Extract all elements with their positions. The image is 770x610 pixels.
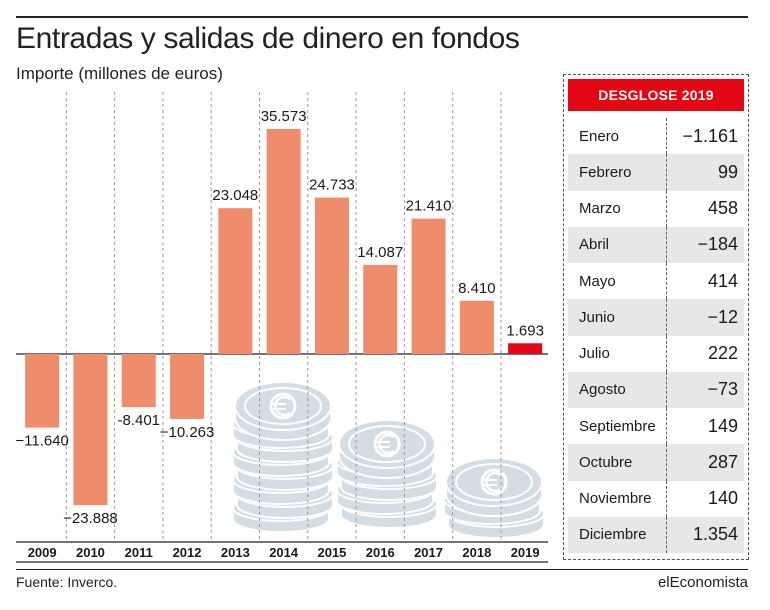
x-tick-label: 2016	[366, 545, 395, 560]
value-label: −23.888	[63, 510, 118, 527]
breakdown-value: 1.354	[666, 516, 744, 553]
x-tick-label: 2013	[221, 545, 250, 560]
x-tick-label: 2019	[511, 545, 540, 560]
breakdown-value: 414	[666, 263, 744, 300]
breakdown-month: Diciembre	[579, 526, 647, 544]
chart-subtitle: Importe (millones de euros)	[16, 64, 223, 83]
bar-2014	[266, 129, 301, 354]
value-label: 24.733	[309, 177, 355, 194]
value-label: 35.573	[261, 108, 307, 125]
value-label: 8.410	[458, 280, 496, 297]
value-label: 1.693	[506, 322, 544, 339]
breakdown-month: Abril	[579, 236, 610, 254]
breakdown-month: Agosto	[579, 381, 626, 399]
x-tick-label: 2010	[76, 545, 105, 560]
breakdown-value: 99	[666, 154, 744, 191]
breakdown-row: Febrero 99	[568, 154, 744, 191]
breakdown-value: 458	[666, 190, 744, 227]
bar-2017	[411, 218, 446, 354]
breakdown-row: Septiembre 149	[568, 408, 744, 445]
value-label: −11.640	[15, 433, 69, 450]
bar-2015	[314, 197, 349, 354]
breakdown-panel	[563, 74, 749, 560]
breakdown-value: 149	[666, 408, 744, 445]
x-tick-label: 2018	[462, 545, 491, 560]
breakdown-value: 140	[666, 480, 744, 517]
value-label: −10.263	[160, 424, 215, 441]
bar-2016	[363, 264, 398, 354]
x-tick-label: 2014	[269, 545, 299, 560]
breakdown-month: Noviembre	[579, 490, 652, 508]
value-label: 14.087	[357, 244, 403, 261]
breakdown-value: −73	[666, 371, 744, 408]
breakdown-value: 287	[666, 444, 744, 481]
breakdown-header: DESGLOSE 2019	[568, 79, 744, 111]
breakdown-row: Noviembre 140	[568, 480, 744, 517]
breakdown-month: Febrero	[579, 163, 632, 181]
bar-2018	[459, 300, 494, 354]
x-tick-label: 2009	[28, 545, 57, 560]
breakdown-row: Agosto −73	[568, 371, 744, 408]
breakdown-row: Mayo 414	[568, 263, 744, 300]
breakdown-row: Junio −12	[568, 299, 744, 336]
top-rule	[16, 16, 748, 18]
breakdown-month: Octubre	[579, 453, 633, 471]
breakdown-row: Enero −1.161	[568, 118, 744, 155]
breakdown-row: Diciembre 1.354	[568, 516, 744, 553]
value-label: -8.401	[117, 412, 160, 429]
x-tick-label: 2012	[173, 545, 202, 560]
bar-2013	[218, 208, 253, 354]
chart-title: Entradas y salidas de dinero en fondos	[16, 22, 520, 55]
breakdown-month: Enero	[579, 127, 620, 145]
breakdown-row: Julio 222	[568, 335, 744, 372]
breakdown-value: 222	[666, 335, 744, 372]
bar-2010	[73, 354, 108, 506]
brand-logo: elEconomista	[657, 574, 748, 591]
breakdown-value: −12	[666, 299, 744, 336]
x-tick-label: 2015	[317, 545, 346, 560]
bar-2019	[508, 343, 543, 354]
bar-2012	[170, 354, 205, 419]
breakdown-value: −1.161	[666, 118, 744, 155]
breakdown-value: −184	[666, 226, 744, 263]
x-tick-label: 2017	[414, 545, 443, 560]
breakdown-month: Mayo	[579, 272, 616, 290]
breakdown-table: Enero −1.161 Febrero 99 Marzo 458 Abril −184 May…	[568, 118, 744, 553]
breakdown-row: Marzo 458	[568, 190, 744, 227]
breakdown-month: Marzo	[579, 200, 621, 218]
breakdown-row: Abril −184	[568, 226, 744, 263]
breakdown-month: Septiembre	[579, 417, 656, 435]
breakdown-row: Octubre 287	[568, 444, 744, 481]
bottom-rule	[16, 569, 748, 570]
bar-2011	[121, 354, 156, 408]
x-tick-label: 2011	[125, 545, 153, 560]
value-label: 21.410	[406, 198, 452, 215]
breakdown-month: Junio	[579, 308, 615, 326]
value-label: 23.048	[212, 187, 258, 204]
source-note: Fuente: Inverco.	[16, 574, 118, 590]
euro-coin-stack-icon	[232, 381, 545, 539]
breakdown-month: Julio	[579, 345, 610, 363]
bar-2009	[25, 354, 60, 428]
